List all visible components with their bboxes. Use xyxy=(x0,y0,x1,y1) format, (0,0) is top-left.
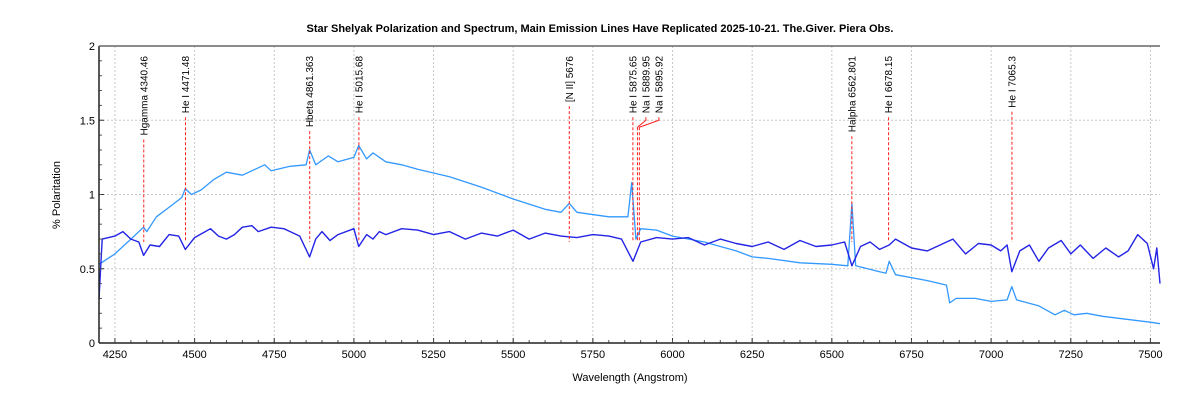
y-tick-label: 0 xyxy=(89,338,95,350)
chart-title: Star Shelyak Polarization and Spectrum, … xyxy=(307,23,894,35)
emission-lines: Hgamma 4340.46 He I 4471.48 Hbeta 4861.363… xyxy=(139,56,1018,243)
spectrum-line xyxy=(98,144,1161,325)
emission-line-label: Halpha 6562.801 xyxy=(847,56,858,133)
x-tick-label: 6500 xyxy=(820,349,844,361)
x-tick-label: 7500 xyxy=(1138,349,1162,361)
x-tick-label: 4500 xyxy=(182,349,206,361)
x-tick-label: 5750 xyxy=(581,349,605,361)
emission-line-label: He I 6678.15 xyxy=(884,56,895,114)
y-tick-label: 2 xyxy=(89,41,95,53)
emission-line-label: Na I 5889.95 xyxy=(641,56,652,114)
y-axis-label: % Polaritation xyxy=(51,161,63,229)
x-tick-label: 6250 xyxy=(740,349,764,361)
x-tick-label: 7000 xyxy=(979,349,1003,361)
x-tick-label: 7250 xyxy=(1059,349,1083,361)
y-tick-label: 1.5 xyxy=(80,115,95,127)
polarization-line xyxy=(98,224,1161,299)
x-tick-label: 4250 xyxy=(103,349,127,361)
x-tick-label: 5000 xyxy=(342,349,366,361)
x-tick-label: 5500 xyxy=(501,349,525,361)
emission-line-label: Hbeta 4861.363 xyxy=(305,56,316,128)
x-tick-label: 4750 xyxy=(262,349,286,361)
emission-line-label: He I 5875.65 xyxy=(628,56,639,114)
x-tick-label: 6000 xyxy=(660,349,684,361)
emission-line-label: Hgamma 4340.46 xyxy=(139,56,150,136)
axes: 4250 4500 4750 5000 5250 5500 5750 6000 6250 6500… xyxy=(80,41,1163,361)
y-tick-label: 1 xyxy=(89,190,95,202)
emission-line-leader xyxy=(639,117,660,128)
emission-line-label: He I 5015.68 xyxy=(354,56,365,114)
y-tick-label: 0.5 xyxy=(80,264,95,276)
emission-line-label: Na I 5895.92 xyxy=(654,56,665,114)
emission-line-label: He I 4471.48 xyxy=(181,56,192,114)
emission-line-label: [N II] 5676 xyxy=(565,56,576,103)
emission-line-label: He I 7065.3 xyxy=(1007,56,1018,108)
x-tick-label: 5250 xyxy=(421,349,445,361)
x-tick-label: 6750 xyxy=(899,349,923,361)
x-axis-label: Wavelength (Angstrom) xyxy=(572,372,687,384)
emission-line-leader xyxy=(637,117,647,128)
series-group xyxy=(98,144,1161,325)
